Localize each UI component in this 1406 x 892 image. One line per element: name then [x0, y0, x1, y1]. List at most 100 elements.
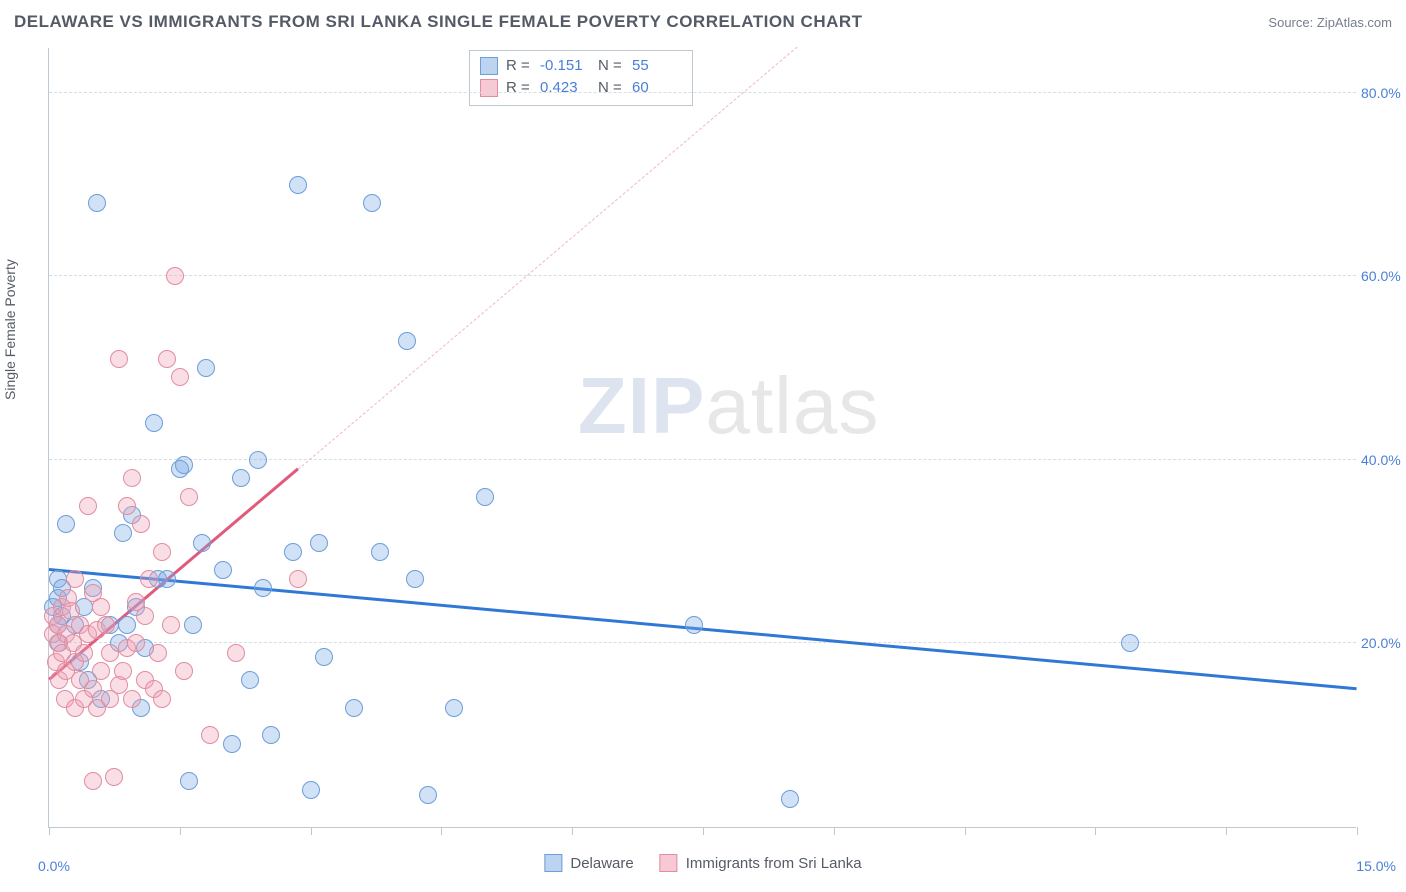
data-point	[75, 644, 93, 662]
data-point	[105, 768, 123, 786]
x-tick	[441, 827, 442, 835]
data-point	[180, 488, 198, 506]
correlation-legend: R = -0.151 N = 55 R = 0.423 N = 60	[469, 50, 693, 106]
data-point	[97, 616, 115, 634]
data-point	[476, 488, 494, 506]
data-point	[254, 579, 272, 597]
data-point	[175, 456, 193, 474]
watermark: ZIPatlas	[578, 360, 879, 452]
data-point	[193, 534, 211, 552]
legend-row-delaware: R = -0.151 N = 55	[480, 55, 682, 77]
data-point	[214, 561, 232, 579]
data-point	[184, 616, 202, 634]
chart-container: DELAWARE VS IMMIGRANTS FROM SRI LANKA SI…	[0, 0, 1406, 892]
data-point	[232, 469, 250, 487]
header: DELAWARE VS IMMIGRANTS FROM SRI LANKA SI…	[14, 12, 1392, 32]
data-point	[197, 359, 215, 377]
y-tick-label: 60.0%	[1361, 268, 1406, 284]
data-point	[140, 570, 158, 588]
data-point	[171, 368, 189, 386]
swatch-icon	[660, 854, 678, 872]
x-tick	[180, 827, 181, 835]
x-tick	[1357, 827, 1358, 835]
y-tick-label: 80.0%	[1361, 85, 1406, 101]
data-point	[158, 350, 176, 368]
y-axis-label: Single Female Poverty	[2, 259, 18, 400]
data-point	[398, 332, 416, 350]
data-point	[57, 515, 75, 533]
x-axis-min-label: 0.0%	[38, 858, 70, 874]
data-point	[92, 662, 110, 680]
gridline	[49, 92, 1356, 93]
series-legend: Delaware Immigrants from Sri Lanka	[544, 854, 861, 872]
data-point	[101, 644, 119, 662]
data-point	[445, 699, 463, 717]
data-point	[123, 690, 141, 708]
data-point	[310, 534, 328, 552]
data-point	[223, 735, 241, 753]
data-point	[289, 570, 307, 588]
x-axis-max-label: 15.0%	[1356, 858, 1396, 874]
data-point	[92, 598, 110, 616]
x-tick	[834, 827, 835, 835]
data-point	[153, 543, 171, 561]
data-point	[406, 570, 424, 588]
x-tick	[311, 827, 312, 835]
gridline	[49, 275, 1356, 276]
legend-item-delaware: Delaware	[544, 854, 633, 872]
data-point	[284, 543, 302, 561]
swatch-icon	[544, 854, 562, 872]
x-tick	[572, 827, 573, 835]
data-point	[123, 469, 141, 487]
data-point	[262, 726, 280, 744]
gridline	[49, 642, 1356, 643]
x-tick	[1095, 827, 1096, 835]
chart-title: DELAWARE VS IMMIGRANTS FROM SRI LANKA SI…	[14, 12, 863, 32]
data-point	[1121, 634, 1139, 652]
data-point	[781, 790, 799, 808]
gridline	[49, 459, 1356, 460]
data-point	[345, 699, 363, 717]
plot-area: ZIPatlas R = -0.151 N = 55 R = 0.423 N =…	[48, 48, 1356, 828]
x-tick	[965, 827, 966, 835]
data-point	[114, 524, 132, 542]
data-point	[136, 607, 154, 625]
source-link[interactable]: ZipAtlas.com	[1317, 15, 1392, 30]
x-tick	[703, 827, 704, 835]
data-point	[241, 671, 259, 689]
x-tick	[49, 827, 50, 835]
data-point	[132, 515, 150, 533]
data-point	[227, 644, 245, 662]
data-point	[158, 570, 176, 588]
data-point	[84, 772, 102, 790]
data-point	[315, 648, 333, 666]
data-point	[127, 634, 145, 652]
data-point	[162, 616, 180, 634]
data-point	[79, 497, 97, 515]
data-point	[153, 690, 171, 708]
data-point	[201, 726, 219, 744]
y-tick-label: 20.0%	[1361, 635, 1406, 651]
data-point	[180, 772, 198, 790]
data-point	[118, 497, 136, 515]
data-point	[149, 644, 167, 662]
data-point	[175, 662, 193, 680]
data-point	[166, 267, 184, 285]
x-tick	[1226, 827, 1227, 835]
data-point	[110, 350, 128, 368]
data-point	[249, 451, 267, 469]
swatch-icon	[480, 79, 498, 97]
legend-item-srilanka: Immigrants from Sri Lanka	[660, 854, 862, 872]
data-point	[84, 680, 102, 698]
data-point	[371, 543, 389, 561]
data-point	[419, 786, 437, 804]
source-label: Source: ZipAtlas.com	[1268, 15, 1392, 30]
trend-line	[297, 46, 797, 470]
data-point	[88, 194, 106, 212]
legend-row-srilanka: R = 0.423 N = 60	[480, 77, 682, 99]
data-point	[302, 781, 320, 799]
data-point	[685, 616, 703, 634]
data-point	[289, 176, 307, 194]
swatch-icon	[480, 57, 498, 75]
data-point	[145, 414, 163, 432]
